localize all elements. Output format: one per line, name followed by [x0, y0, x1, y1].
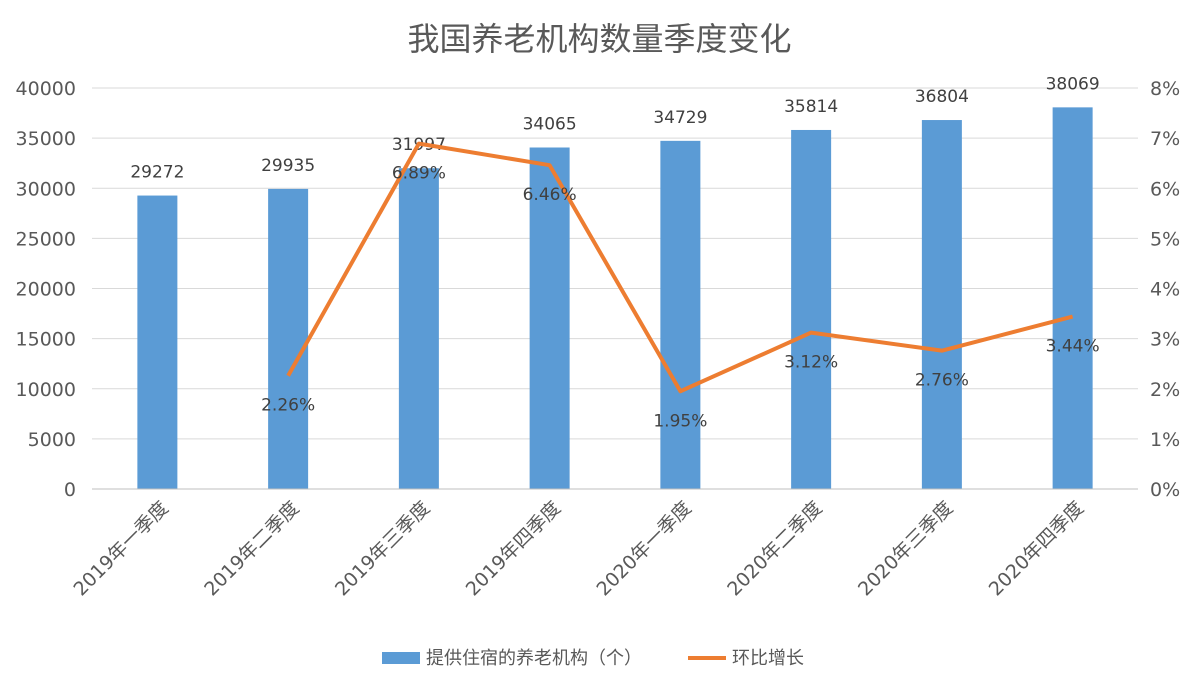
line-data-label: 3.12% [784, 353, 838, 373]
y-right-tick-label: 0% [1150, 479, 1180, 501]
bar [398, 168, 439, 489]
line-data-labels: 2.26% 6.89% 6.46% 1.95% 3.12% 2.76% 3.44% [261, 164, 1100, 432]
y-left-tick-label: 20000 [16, 279, 76, 301]
line-data-label: 3.44% [1046, 337, 1100, 357]
x-tick-label: 2019年三季度 [331, 497, 434, 600]
bar [1052, 107, 1093, 489]
x-axis: 2019年一季度 2019年二季度 2019年三季度 2019年四季度 2020年一季度… [69, 488, 1138, 600]
y-left-tick-label: 0 [64, 479, 76, 501]
y-right-tick-label: 6% [1150, 178, 1180, 200]
y-right-tick-label: 1% [1150, 429, 1180, 451]
bar-series [137, 107, 1093, 490]
y-left-tick-label: 10000 [16, 379, 76, 401]
gridlines [92, 87, 1138, 490]
bar [921, 120, 962, 489]
bar-data-label: 38069 [1046, 74, 1100, 94]
x-tick-label: 2019年二季度 [200, 497, 303, 600]
bar [791, 129, 832, 489]
legend-label-bars: 提供住宿的养老机构（个） [426, 648, 642, 669]
y-left-tick-label: 40000 [16, 78, 76, 100]
y-right-tick-label: 4% [1150, 279, 1180, 301]
y-right-tick-label: 5% [1150, 228, 1180, 250]
y-left-tick-label: 25000 [16, 228, 76, 250]
line-data-label: 2.76% [915, 371, 969, 391]
line-path [286, 141, 1074, 394]
y-left-tick-label: 35000 [16, 128, 76, 150]
y-axis-left: 0 5000 10000 15000 20000 25000 30000 35000 40000 [16, 78, 76, 501]
x-tick-label: 2020年二季度 [723, 497, 826, 600]
bar-data-label: 34065 [523, 114, 577, 134]
x-tick-label: 2020年四季度 [985, 497, 1088, 600]
bar [137, 195, 178, 489]
bar-data-label: 36804 [915, 87, 969, 107]
y-axis-right: 0% 1% 2% 3% 4% 5% 6% 7% 8% [1150, 78, 1180, 501]
y-right-tick-label: 8% [1150, 78, 1180, 100]
bar [660, 140, 701, 489]
line-data-label: 6.89% [392, 164, 446, 184]
y-left-tick-label: 30000 [16, 178, 76, 200]
bar-data-label: 35814 [784, 97, 838, 117]
legend-label-line: 环比增长 [732, 648, 804, 669]
x-tick-label: 2019年一季度 [69, 497, 172, 600]
line-series [286, 141, 1074, 394]
x-tick-label: 2019年四季度 [462, 497, 565, 600]
y-right-tick-label: 2% [1150, 379, 1180, 401]
bar-data-label: 29935 [261, 156, 315, 176]
y-left-tick-label: 5000 [28, 429, 76, 451]
bar-data-label: 34729 [653, 108, 707, 128]
bar [529, 147, 570, 489]
bar [268, 188, 309, 490]
chart-title: 我国养老机构数量季度变化 [407, 20, 792, 58]
bar-data-label: 29272 [130, 163, 184, 183]
y-right-tick-label: 3% [1150, 329, 1180, 351]
line-data-label: 6.46% [523, 185, 577, 205]
line-data-label: 1.95% [653, 411, 707, 431]
x-tick-label: 2020年三季度 [854, 497, 957, 600]
legend: 提供住宿的养老机构（个） 环比增长 [382, 648, 804, 669]
legend-swatch-bars [382, 652, 420, 664]
y-right-tick-label: 7% [1150, 128, 1180, 150]
x-tick-label: 2020年一季度 [592, 497, 695, 600]
line-data-label: 2.26% [261, 396, 315, 416]
y-left-tick-label: 15000 [16, 329, 76, 351]
